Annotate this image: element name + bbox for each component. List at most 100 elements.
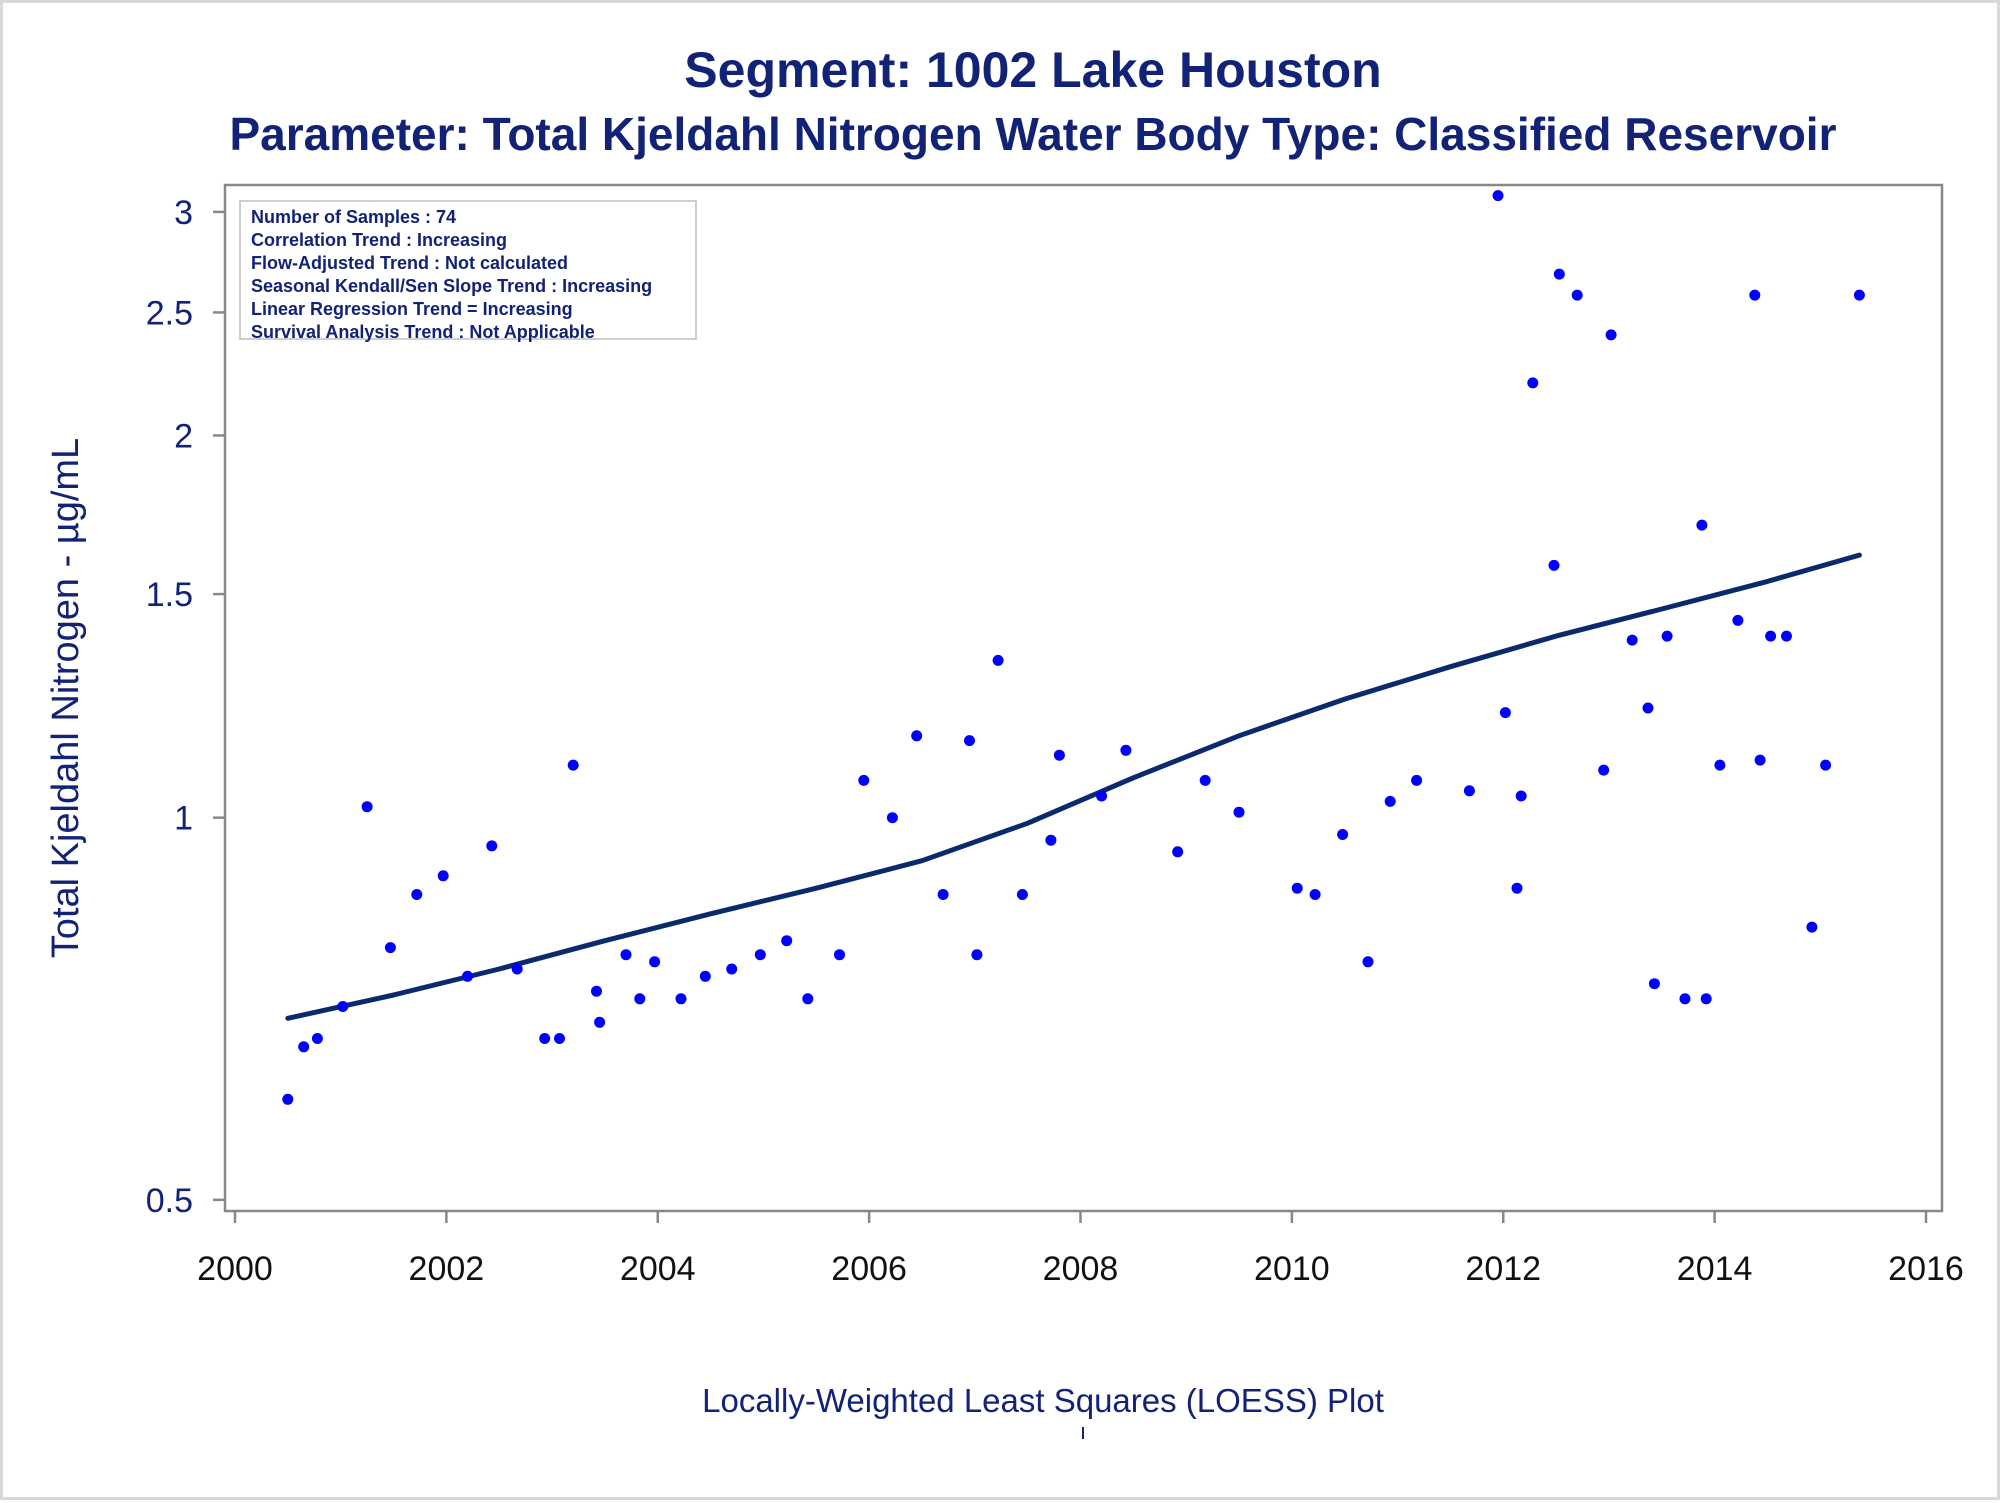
data-point — [539, 1033, 551, 1044]
data-point — [754, 949, 766, 961]
data-point — [384, 942, 396, 954]
data-point — [1411, 774, 1423, 786]
data-point — [1571, 289, 1583, 301]
y-tick-label: 2 — [174, 417, 193, 455]
data-point — [1309, 889, 1321, 900]
y-tick-label: 3 — [174, 194, 193, 232]
x-tick-label: 2000 — [197, 1250, 273, 1288]
x-tick-label: 2012 — [1465, 1250, 1541, 1288]
stats-line: Survival Analysis Trend : Not Applicable — [251, 322, 595, 342]
data-point — [1120, 744, 1132, 756]
loess-trend-line — [285, 552, 1862, 1021]
data-point — [282, 1093, 294, 1105]
data-point — [1696, 519, 1708, 531]
data-point — [462, 970, 473, 982]
data-point — [781, 935, 793, 947]
data-point — [1291, 882, 1303, 894]
data-points-layer — [282, 190, 1865, 1105]
trend-line-layer — [285, 552, 1862, 1021]
data-point — [1515, 790, 1527, 802]
data-point — [1492, 190, 1504, 202]
data-point — [858, 774, 870, 786]
stats-line: Seasonal Kendall/Sen Slope Trend : Incre… — [251, 276, 653, 296]
data-point — [1642, 702, 1654, 714]
data-point — [567, 759, 579, 771]
data-point — [726, 963, 738, 975]
data-point — [1749, 289, 1761, 301]
data-point — [1053, 749, 1065, 761]
data-point — [1781, 630, 1792, 642]
chart-title: Segment: 1002 Lake Houston — [684, 42, 1382, 98]
scatter-plot: 0.5 1 1.5 2 2.5 3 2000 2002 2004 2006 2008 2010 201… — [45, 183, 1964, 1288]
data-point — [886, 812, 898, 824]
data-point — [1548, 559, 1560, 571]
y-axis-label: Total Kjeldahl Nitrogen - µg/mL — [45, 438, 87, 958]
data-point — [437, 870, 449, 882]
data-point — [1045, 834, 1057, 846]
data-point — [1605, 329, 1617, 341]
data-point — [1754, 754, 1766, 766]
data-point — [675, 993, 687, 1005]
data-point — [1553, 268, 1565, 280]
data-point — [411, 889, 423, 900]
data-point — [1016, 889, 1028, 900]
data-point — [1384, 795, 1396, 807]
y-tick-label: 1 — [174, 800, 193, 838]
stats-line: Linear Regression Trend = Increasing — [251, 299, 573, 319]
y-tick-label: 2.5 — [146, 294, 193, 332]
x-tick-label: 2006 — [831, 1250, 907, 1288]
stats-line: Correlation Trend : Increasing — [251, 230, 508, 250]
data-point — [802, 993, 814, 1005]
data-point — [971, 949, 983, 961]
data-point — [992, 654, 1004, 666]
y-axis: 0.5 1 1.5 2 2.5 3 — [146, 194, 225, 1220]
data-point — [594, 1016, 606, 1028]
data-point — [1511, 882, 1523, 894]
x-tick-label: 2014 — [1677, 1250, 1753, 1288]
data-point — [1661, 630, 1673, 642]
data-point — [298, 1041, 310, 1053]
data-point — [1700, 993, 1712, 1005]
x-tick-label: 2016 — [1888, 1250, 1964, 1288]
data-point — [1714, 759, 1726, 771]
data-point — [554, 1033, 565, 1044]
data-point — [486, 840, 498, 852]
data-point — [1172, 846, 1184, 858]
data-point — [511, 963, 523, 975]
data-point — [1096, 790, 1108, 802]
data-point — [964, 735, 975, 747]
x-tick-label: 2010 — [1254, 1250, 1330, 1288]
y-tick-label: 1.5 — [146, 576, 193, 614]
data-point — [937, 889, 949, 900]
data-point — [1820, 759, 1832, 771]
plot-area-border — [223, 183, 1944, 1213]
data-point — [1499, 707, 1511, 719]
data-point — [1233, 806, 1245, 818]
x-tick-label: 2004 — [620, 1250, 696, 1288]
data-point — [649, 956, 661, 968]
data-point — [620, 949, 632, 961]
data-point — [634, 993, 646, 1005]
data-point — [361, 801, 373, 813]
data-point — [1648, 978, 1660, 990]
y-tick-label: 0.5 — [146, 1182, 193, 1220]
data-point — [1337, 829, 1349, 840]
data-point — [1626, 634, 1638, 646]
data-point — [311, 1033, 323, 1044]
data-point — [911, 730, 923, 742]
stats-line: Flow-Adjusted Trend : Not calculated — [251, 253, 569, 273]
stats-box: Number of Samples : 74 Correlation Trend… — [239, 200, 697, 342]
data-point — [1765, 630, 1777, 642]
chart-subtitle: Parameter: Total Kjeldahl Nitrogen Water… — [229, 108, 1837, 160]
chart-footnote: Locally-Weighted Least Squares (LOESS) P… — [702, 1382, 1384, 1419]
x-tick-label: 2002 — [409, 1250, 485, 1288]
data-point — [699, 970, 711, 982]
data-point — [337, 1001, 349, 1012]
data-point — [1679, 993, 1691, 1005]
footnote-tick — [1082, 1427, 1084, 1439]
data-point — [591, 985, 602, 997]
data-point — [1527, 377, 1539, 389]
data-point — [1806, 921, 1818, 933]
data-point — [1598, 764, 1610, 776]
